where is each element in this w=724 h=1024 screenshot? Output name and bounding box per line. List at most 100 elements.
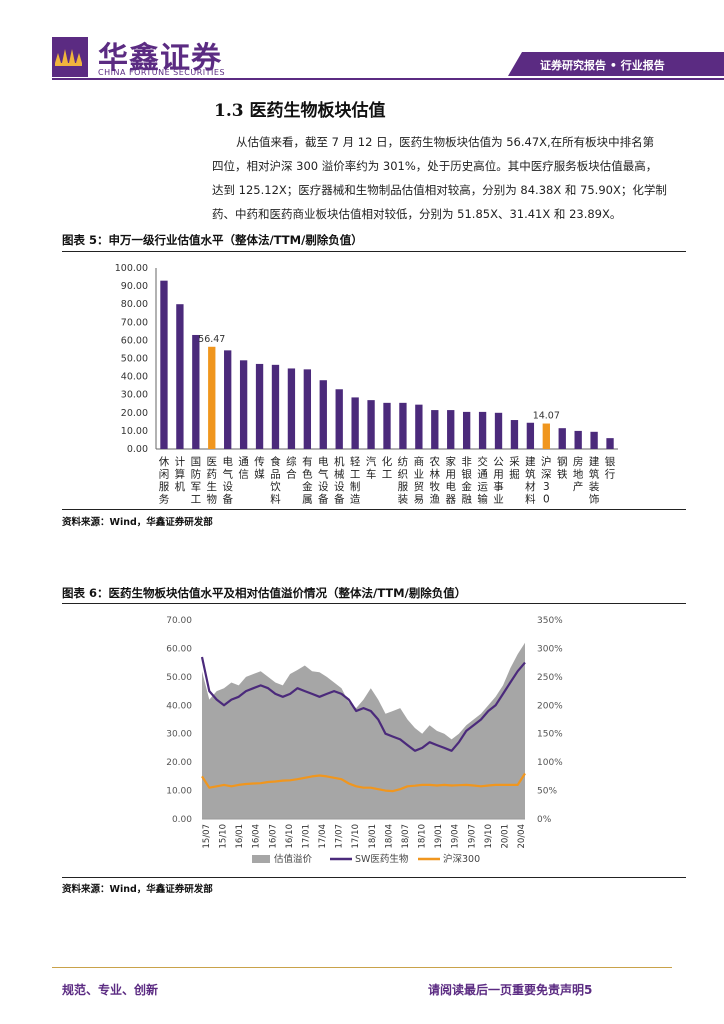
x-tick-label: 18/10: [418, 824, 428, 849]
footer-disclaimer: 请阅读最后一页重要免责声明5: [428, 983, 593, 997]
company-logo-mark: [52, 37, 88, 77]
footer-divider: [52, 967, 672, 968]
y-tick-label: 100.00: [115, 263, 148, 274]
x-category-label: 食品饮料: [270, 455, 281, 506]
left-y-tick-label: 10.00: [166, 787, 192, 797]
bar: [255, 363, 264, 449]
bar: [239, 360, 248, 449]
hs300-line-series: [201, 772, 526, 793]
figure6-bottom-rule: [62, 877, 686, 878]
paragraph-line: 从估值来看，截至 7 月 12 日，医药生物板块估值为 56.47X,在所有板块…: [236, 135, 655, 149]
y-tick-label: 90.00: [121, 281, 148, 292]
x-tick-label: 16/07: [268, 824, 278, 849]
x-category-label: 非银金融: [461, 456, 472, 506]
bar: [526, 422, 535, 449]
bar: [224, 350, 232, 449]
legend-label: SW医药生物: [355, 853, 409, 865]
figure5-title: 图表 5：申万一级行业估值水平（整体法/TTM/剔除负值）: [62, 233, 363, 247]
right-y-tick-label: 100%: [537, 758, 563, 768]
pharma-line-series: [200, 656, 526, 752]
x-category-label: 采掘: [509, 456, 520, 481]
premium-area-series: [202, 642, 525, 819]
bar: [271, 364, 280, 449]
right-y-tick-label: 300%: [537, 644, 563, 654]
x-category-label: 钢铁: [557, 455, 568, 481]
right-y-tick-label: 0%: [537, 815, 552, 825]
y-tick-label: 70.00: [121, 317, 148, 328]
x-tick-label: 16/10: [285, 824, 295, 849]
right-y-tick-label: 200%: [537, 701, 563, 711]
right-y-tick-label: 50%: [537, 787, 557, 797]
left-y-tick-label: 20.00: [166, 758, 192, 768]
bar: [415, 404, 423, 449]
right-y-tick-label: 350%: [537, 616, 563, 626]
bar: [192, 334, 200, 449]
bar: [590, 431, 598, 449]
y-tick-label: 20.00: [121, 408, 148, 419]
x-category-label: 沪深300: [541, 455, 552, 506]
right-y-tick-label: 150%: [537, 730, 563, 740]
y-tick-label: 30.00: [121, 390, 148, 401]
report-type-label: 证券研究报告 • 行业报告: [540, 59, 665, 72]
x-category-label: 房地产: [573, 455, 584, 493]
bar: [367, 400, 375, 449]
y-tick-label: 80.00: [121, 299, 148, 310]
bar: [383, 402, 391, 449]
bar: [542, 423, 550, 449]
legend-label: 估值溢价: [274, 853, 313, 865]
x-category-label: 计算机: [175, 455, 186, 493]
figure6-top-rule: [62, 603, 686, 604]
header-divider: [52, 78, 724, 80]
x-tick-label: 17/07: [335, 824, 345, 849]
bar: [447, 410, 455, 449]
x-tick-label: 19/01: [434, 824, 444, 849]
bar: [462, 411, 471, 449]
section-title: 1.3 医药生物板块估值: [214, 101, 386, 121]
bar: [176, 304, 184, 449]
x-category-label: 传媒: [254, 456, 265, 481]
bar: [303, 369, 312, 449]
x-category-label: 医药生物: [207, 456, 218, 506]
x-category-label: 公用事业: [493, 456, 504, 506]
bar: [431, 410, 439, 449]
x-tick-label: 15/10: [219, 824, 229, 849]
figure5-source: 资料来源：Wind，华鑫证券研发部: [62, 517, 213, 528]
bar: [351, 397, 359, 449]
left-y-tick-label: 70.00: [166, 616, 192, 626]
bar: [494, 412, 503, 449]
x-tick-label: 18/07: [401, 824, 411, 849]
x-tick-label: 18/01: [368, 824, 378, 849]
x-tick-label: 19/10: [484, 824, 494, 849]
x-tick-label: 17/01: [301, 824, 311, 849]
x-tick-label: 19/07: [467, 824, 477, 849]
bar: [574, 430, 582, 449]
bar: [558, 428, 566, 449]
x-tick-label: 15/07: [202, 824, 212, 849]
x-category-label: 休闲服务: [159, 456, 170, 506]
figure5-top-rule: [62, 251, 686, 252]
y-tick-label: 60.00: [121, 335, 148, 346]
right-y-tick-label: 250%: [537, 673, 563, 683]
x-tick-label: 17/04: [318, 824, 328, 849]
x-category-label: 建筑材料: [525, 455, 536, 506]
x-category-label: 国防军工: [191, 456, 202, 506]
legend-swatch: [252, 855, 270, 863]
x-category-label: 电气设备: [222, 455, 233, 506]
x-tick-label: 20/01: [500, 824, 510, 849]
paragraph-line: 达到 125.12X；医疗器械和生物制品估值相对较高，分别为 84.38X 和 …: [212, 183, 667, 197]
company-logo-text: 华鑫证券: [98, 41, 222, 76]
x-tick-label: 16/01: [235, 824, 245, 849]
left-y-tick-label: 0.00: [172, 815, 192, 825]
x-tick-label: 19/04: [451, 824, 461, 849]
bar-data-label: 56.47: [198, 334, 225, 345]
x-category-label: 纺织服装: [398, 455, 409, 506]
y-tick-label: 10.00: [121, 426, 148, 437]
left-y-tick-label: 60.00: [166, 644, 192, 654]
y-tick-label: 40.00: [121, 372, 148, 383]
bar: [160, 280, 168, 449]
figure5-bottom-rule: [62, 509, 686, 510]
bar: [606, 438, 614, 449]
x-category-label: 商业贸易: [414, 455, 425, 506]
bar: [478, 411, 487, 449]
bar-data-label: 14.07: [533, 411, 560, 422]
